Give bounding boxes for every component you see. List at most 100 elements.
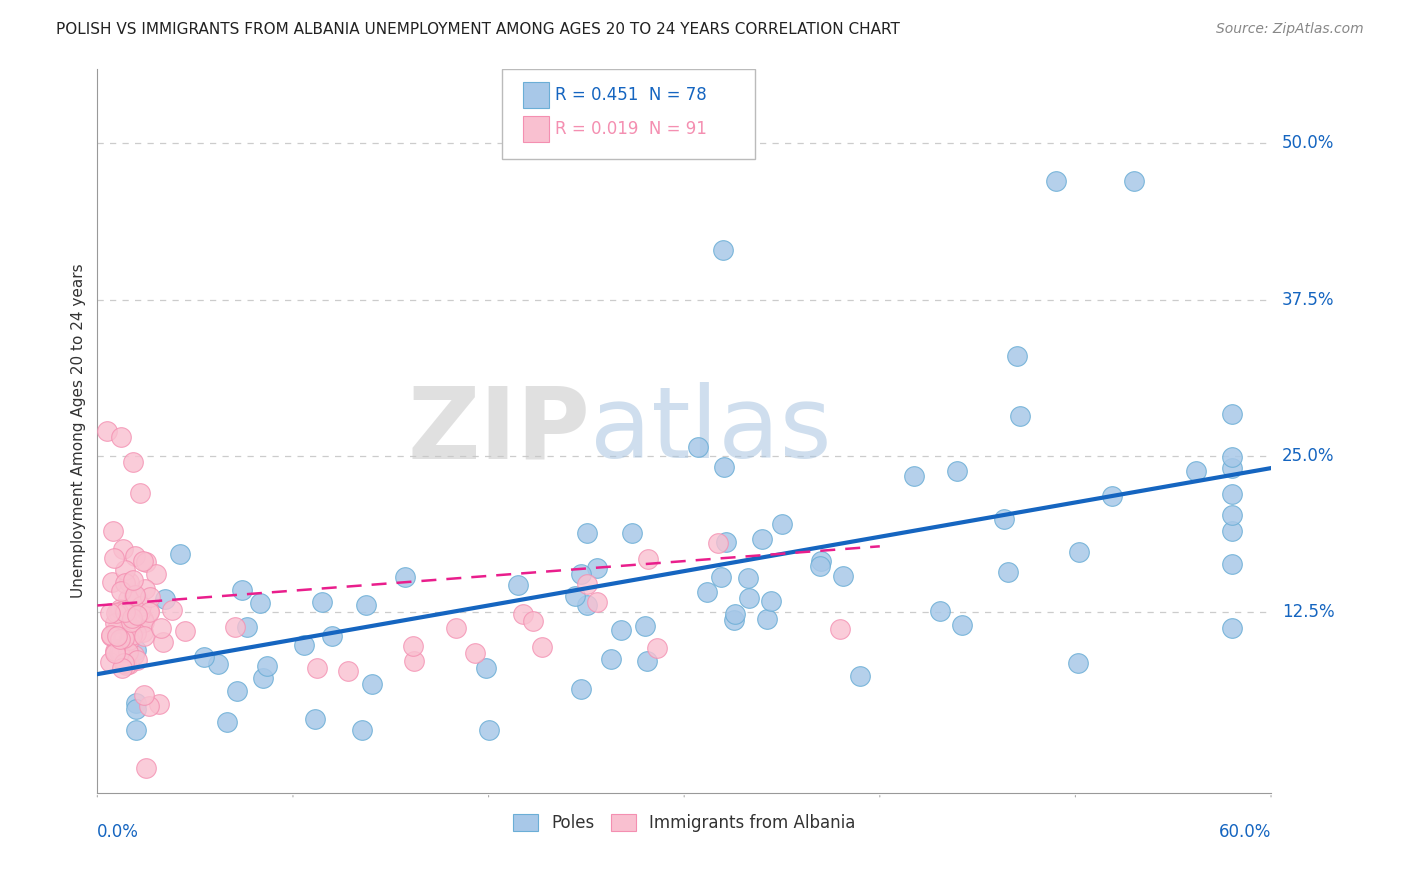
Point xyxy=(125,701,148,715)
Text: R = 0.451  N = 78: R = 0.451 N = 78 xyxy=(555,87,707,104)
Point xyxy=(104,623,127,637)
Point xyxy=(304,712,326,726)
Point xyxy=(808,559,831,574)
Point xyxy=(997,565,1019,579)
Point xyxy=(112,631,135,645)
Point xyxy=(713,459,735,474)
Point xyxy=(1220,508,1243,522)
Point xyxy=(121,455,143,469)
Point xyxy=(114,575,136,590)
Point xyxy=(256,659,278,673)
Legend: Poles, Immigrants from Albania: Poles, Immigrants from Albania xyxy=(506,807,862,838)
Point xyxy=(929,604,952,618)
Point xyxy=(307,661,329,675)
Point xyxy=(100,655,122,669)
Point xyxy=(132,554,155,568)
Point xyxy=(152,635,174,649)
Point xyxy=(292,639,315,653)
Point xyxy=(131,612,153,626)
FancyBboxPatch shape xyxy=(502,69,755,159)
Point xyxy=(530,640,553,654)
Point xyxy=(585,595,607,609)
Point xyxy=(125,643,148,657)
Point xyxy=(1005,349,1028,363)
Point xyxy=(98,606,121,620)
Text: 12.5%: 12.5% xyxy=(1282,603,1334,621)
Point xyxy=(716,534,738,549)
Point xyxy=(761,594,783,608)
Point xyxy=(104,646,127,660)
Text: 25.0%: 25.0% xyxy=(1282,447,1334,465)
Text: 37.5%: 37.5% xyxy=(1282,291,1334,309)
Point xyxy=(1101,489,1123,503)
Point xyxy=(707,535,730,549)
Point xyxy=(139,590,162,604)
Point xyxy=(129,605,152,619)
Point xyxy=(830,622,852,636)
Point xyxy=(737,571,759,585)
Text: 50.0%: 50.0% xyxy=(1282,135,1334,153)
FancyBboxPatch shape xyxy=(523,116,550,142)
Point xyxy=(226,684,249,698)
Point xyxy=(688,440,710,454)
Point xyxy=(107,645,129,659)
Point xyxy=(117,592,139,607)
Point xyxy=(394,570,416,584)
Point xyxy=(586,561,609,575)
Point xyxy=(1220,461,1243,475)
Point xyxy=(1220,621,1243,635)
Point xyxy=(634,619,657,633)
Point xyxy=(121,628,143,642)
Point xyxy=(446,622,468,636)
Point xyxy=(118,575,141,590)
Point xyxy=(131,599,153,614)
Point xyxy=(96,424,118,438)
Point xyxy=(207,657,229,671)
Point xyxy=(1220,487,1243,501)
Point xyxy=(236,620,259,634)
Point xyxy=(100,575,122,590)
Point xyxy=(810,554,832,568)
Point xyxy=(946,464,969,478)
Point xyxy=(564,589,586,603)
Point xyxy=(138,698,160,713)
Point xyxy=(125,591,148,606)
Point xyxy=(1220,557,1243,571)
Text: atlas: atlas xyxy=(591,382,832,479)
Point xyxy=(738,591,761,606)
Point xyxy=(723,613,745,627)
Point xyxy=(1045,174,1067,188)
Point xyxy=(135,555,157,569)
Point xyxy=(111,542,134,557)
Point xyxy=(112,656,135,670)
Point xyxy=(107,605,129,619)
Point xyxy=(620,526,643,541)
Point xyxy=(645,640,668,655)
Point xyxy=(475,661,498,675)
Point xyxy=(100,629,122,643)
Point xyxy=(217,714,239,729)
Point xyxy=(162,603,184,617)
Text: R = 0.019  N = 91: R = 0.019 N = 91 xyxy=(555,120,707,137)
Point xyxy=(124,622,146,636)
Point xyxy=(249,596,271,610)
Point xyxy=(993,511,1015,525)
Point xyxy=(124,549,146,563)
Point xyxy=(132,629,155,643)
Text: ZIP: ZIP xyxy=(408,382,591,479)
Text: POLISH VS IMMIGRANTS FROM ALBANIA UNEMPLOYMENT AMONG AGES 20 TO 24 YEARS CORRELA: POLISH VS IMMIGRANTS FROM ALBANIA UNEMPL… xyxy=(56,22,900,37)
Point xyxy=(464,646,486,660)
Point xyxy=(127,653,149,667)
Point xyxy=(361,677,384,691)
Point xyxy=(710,569,733,583)
Point xyxy=(125,626,148,640)
Point xyxy=(124,588,146,602)
Point xyxy=(111,661,134,675)
Point xyxy=(173,624,195,639)
Point xyxy=(636,654,658,668)
Point xyxy=(402,654,425,668)
Point xyxy=(508,578,530,592)
Point xyxy=(402,639,425,653)
Point xyxy=(569,682,592,697)
Point xyxy=(576,598,599,612)
